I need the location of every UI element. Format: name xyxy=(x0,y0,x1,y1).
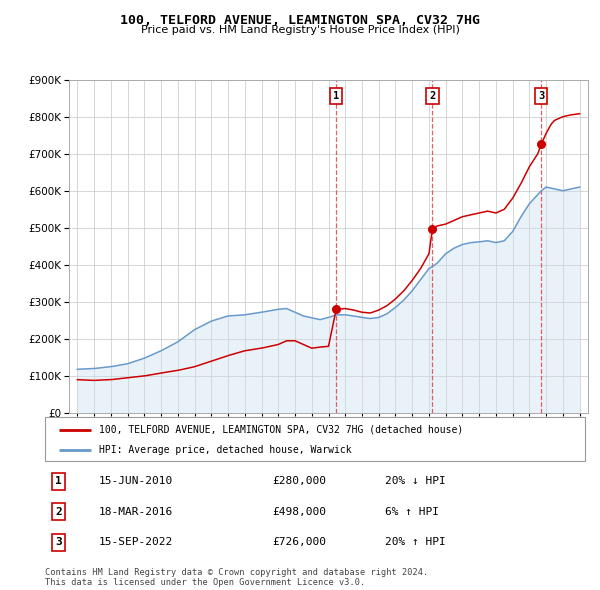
Text: 15-SEP-2022: 15-SEP-2022 xyxy=(99,537,173,548)
Text: Price paid vs. HM Land Registry's House Price Index (HPI): Price paid vs. HM Land Registry's House … xyxy=(140,25,460,35)
Text: 2: 2 xyxy=(430,91,436,101)
Text: £498,000: £498,000 xyxy=(272,507,326,517)
Text: 18-MAR-2016: 18-MAR-2016 xyxy=(99,507,173,517)
Text: 20% ↓ HPI: 20% ↓ HPI xyxy=(385,476,446,486)
Text: £280,000: £280,000 xyxy=(272,476,326,486)
Text: 20% ↑ HPI: 20% ↑ HPI xyxy=(385,537,446,548)
Text: 1: 1 xyxy=(55,476,62,486)
Text: £726,000: £726,000 xyxy=(272,537,326,548)
Text: 1: 1 xyxy=(333,91,340,101)
Text: 6% ↑ HPI: 6% ↑ HPI xyxy=(385,507,439,517)
Text: 3: 3 xyxy=(538,91,544,101)
Text: 15-JUN-2010: 15-JUN-2010 xyxy=(99,476,173,486)
Text: 100, TELFORD AVENUE, LEAMINGTON SPA, CV32 7HG: 100, TELFORD AVENUE, LEAMINGTON SPA, CV3… xyxy=(120,14,480,27)
Text: Contains HM Land Registry data © Crown copyright and database right 2024.
This d: Contains HM Land Registry data © Crown c… xyxy=(45,568,428,587)
Text: 3: 3 xyxy=(55,537,62,548)
Text: 2: 2 xyxy=(55,507,62,517)
Text: HPI: Average price, detached house, Warwick: HPI: Average price, detached house, Warw… xyxy=(99,445,352,455)
Text: 100, TELFORD AVENUE, LEAMINGTON SPA, CV32 7HG (detached house): 100, TELFORD AVENUE, LEAMINGTON SPA, CV3… xyxy=(99,425,463,434)
